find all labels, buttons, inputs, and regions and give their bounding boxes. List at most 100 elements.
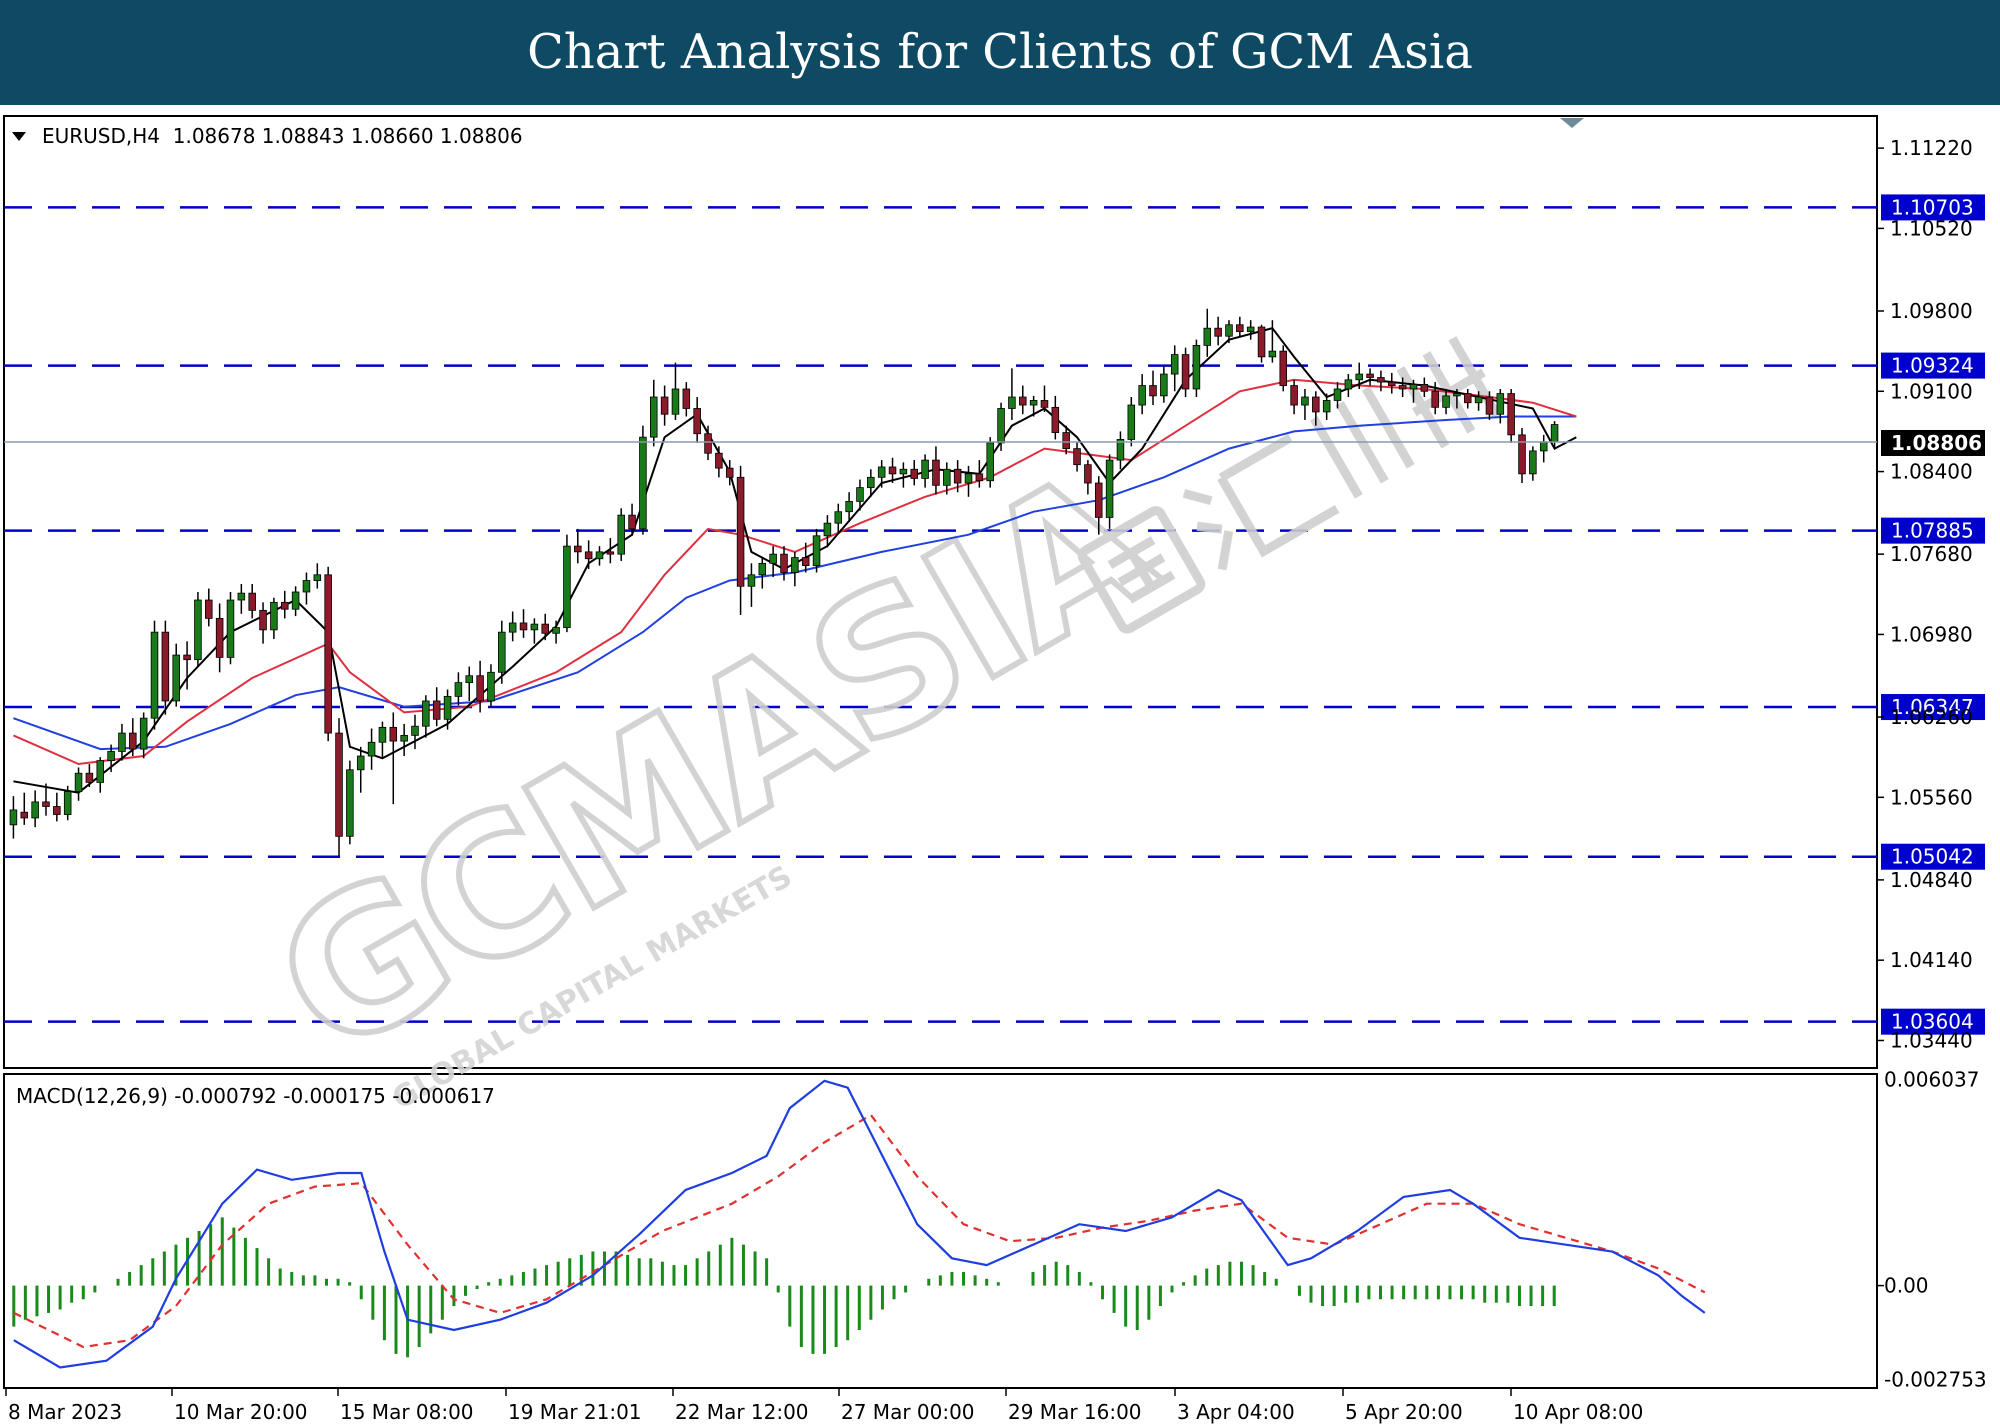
candle-body <box>791 557 799 573</box>
level-label: 1.03604 <box>1891 1010 1974 1034</box>
price-tick-label: 1.07680 <box>1890 542 1973 566</box>
candle-body <box>498 631 506 673</box>
candle-body <box>313 574 322 581</box>
candle-body <box>335 732 343 837</box>
time-tick-label: 3 Apr 04:00 <box>1177 1400 1295 1424</box>
candle-body <box>552 627 560 634</box>
macd-header: MACD(12,26,9) -0.000792 -0.000175 -0.000… <box>16 1084 495 1108</box>
candle-body <box>1084 464 1092 484</box>
candle-body <box>1496 393 1505 415</box>
candle-body <box>574 545 582 553</box>
shift-marker-icon[interactable] <box>1560 118 1584 128</box>
candle-body <box>356 755 365 771</box>
candle-body <box>812 535 821 567</box>
candle-body <box>660 396 669 415</box>
price-tick-label: 1.05560 <box>1890 785 1973 809</box>
candle-body <box>725 467 734 478</box>
price-header: EURUSD,H4 1.08678 1.08843 1.08660 1.0880… <box>42 124 523 148</box>
time-tick-label: 10 Mar 20:00 <box>174 1400 308 1424</box>
candle-body <box>400 734 408 742</box>
time-tick-label: 22 Mar 12:00 <box>675 1400 809 1424</box>
candle-body <box>1116 439 1125 461</box>
candle-body <box>541 623 549 634</box>
price-tick-label: 1.04840 <box>1890 868 1973 892</box>
candle-body <box>1279 350 1288 386</box>
candle-body <box>845 500 853 513</box>
candle-body <box>205 599 213 619</box>
candle-body <box>183 654 191 661</box>
candle-body <box>1333 388 1342 401</box>
candle-body <box>139 717 148 750</box>
candle-body <box>487 671 495 702</box>
candle-body <box>1246 326 1255 333</box>
candle-body <box>867 476 875 489</box>
candle-body <box>1127 404 1136 440</box>
candle-body <box>649 396 658 438</box>
candle-body <box>1040 400 1049 408</box>
candle-body <box>639 436 647 530</box>
candle-body <box>1312 396 1320 413</box>
candle-body <box>964 473 973 484</box>
candle-body <box>1051 406 1060 433</box>
candle-body <box>1539 441 1548 452</box>
candle-body <box>1529 450 1537 475</box>
level-label-box <box>1881 1008 1985 1035</box>
triangle-down-icon[interactable] <box>12 132 26 141</box>
candle-body <box>736 476 745 587</box>
macd-tick-label: 0.006037 <box>1884 1068 1979 1092</box>
candle-body <box>42 801 50 807</box>
current-price-label: 1.08806 <box>1891 431 1982 455</box>
candle-body <box>411 725 419 736</box>
candle-body <box>1192 344 1201 390</box>
candle-body <box>704 433 712 454</box>
candle-body <box>617 514 625 555</box>
banner-title: Chart Analysis for Clients of GCM Asia <box>527 24 1473 80</box>
candle-body <box>1138 385 1146 406</box>
candle-body <box>1029 400 1038 406</box>
candle-body <box>291 591 300 610</box>
candle-body <box>1094 482 1103 518</box>
candle-body <box>280 601 289 610</box>
level-label: 1.07885 <box>1891 519 1974 543</box>
macd-tick-label: 0.00 <box>1884 1274 1929 1298</box>
candle-body <box>53 806 61 815</box>
time-tick-label: 27 Mar 00:00 <box>841 1400 975 1424</box>
level-label: 1.09324 <box>1891 354 1974 378</box>
candle-body <box>1214 327 1222 337</box>
candle-body <box>1420 383 1429 392</box>
price-tick-label: 1.06980 <box>1890 622 1973 646</box>
candle-body <box>9 809 18 826</box>
candle-body <box>20 811 29 819</box>
candle-body <box>1518 434 1526 475</box>
price-tick-label: 1.09100 <box>1890 379 1973 403</box>
candle-body <box>1203 327 1212 346</box>
candle-body <box>606 551 615 555</box>
candle-body <box>1160 373 1168 397</box>
level-label-box <box>1881 517 1985 544</box>
candle-body <box>1377 377 1385 383</box>
chart-canvas: 1.10703 1.09324 1.07885 1.06347 1.05042 1.036… <box>3 115 1987 1424</box>
candle-body <box>476 675 484 702</box>
candle-body <box>715 452 723 469</box>
title-banner: Chart Analysis for Clients of GCM Asia <box>0 0 2000 105</box>
candle-body <box>563 545 571 628</box>
candle-body <box>682 388 691 409</box>
price-tick-label: 1.11220 <box>1890 136 1973 160</box>
candle-body <box>1388 381 1396 386</box>
candle-body <box>780 553 788 573</box>
candle-body <box>508 622 517 633</box>
candle-body <box>346 769 354 837</box>
price-tick-label: 1.08400 <box>1890 460 1973 484</box>
candle-body <box>118 732 126 752</box>
candle-body <box>1290 385 1298 406</box>
candle-body <box>595 551 604 560</box>
time-tick-label: 19 Mar 21:01 <box>508 1400 642 1424</box>
candle-body <box>834 511 843 524</box>
candle-body <box>1268 350 1277 358</box>
candle-body <box>899 468 908 475</box>
candle-body <box>107 751 115 762</box>
candle-body <box>1073 448 1081 466</box>
candle-body <box>1105 459 1114 518</box>
candle-body <box>758 562 767 576</box>
candle-body <box>823 522 832 537</box>
